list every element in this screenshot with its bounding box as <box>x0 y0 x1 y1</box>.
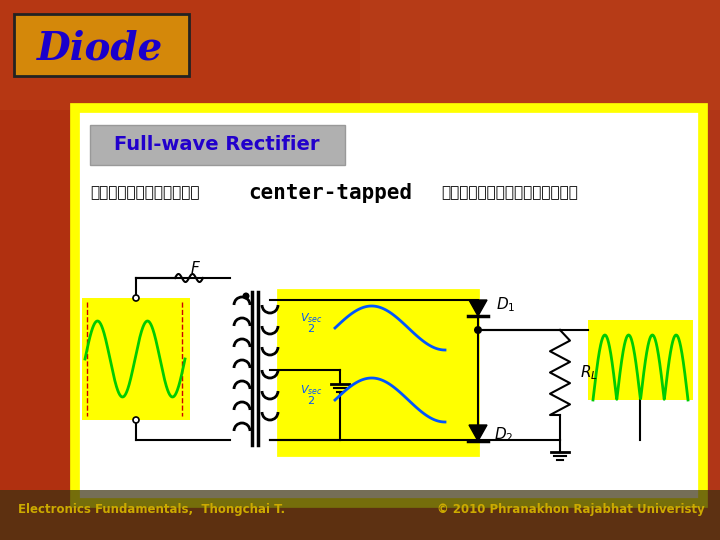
Bar <box>549 0 558 540</box>
Bar <box>441 0 450 540</box>
Bar <box>414 0 423 540</box>
Bar <box>639 0 648 540</box>
Polygon shape <box>469 425 487 441</box>
Text: © 2010 Phranakhon Rajabhat Univeristy: © 2010 Phranakhon Rajabhat Univeristy <box>437 503 705 516</box>
Bar <box>378 0 387 540</box>
Bar <box>675 0 684 540</box>
Text: center-tapped: center-tapped <box>248 183 412 203</box>
Bar <box>702 0 711 540</box>
Polygon shape <box>469 300 487 316</box>
Circle shape <box>133 295 139 301</box>
Bar <box>531 0 540 540</box>
Bar <box>495 0 504 540</box>
Text: Diode: Diode <box>37 29 163 67</box>
Bar <box>603 0 612 540</box>
Text: $F$: $F$ <box>189 260 200 276</box>
Bar <box>648 0 657 540</box>
Text: ใชหมอแปลงแบบ: ใชหมอแปลงแบบ <box>90 186 199 200</box>
Bar <box>576 0 585 540</box>
Text: และใชไดโอดสองตว: และใชไดโอดสองตว <box>441 186 578 200</box>
Bar <box>278 290 478 455</box>
Bar <box>90 125 345 165</box>
Bar <box>711 0 720 540</box>
Bar <box>657 0 666 540</box>
Bar <box>468 0 477 540</box>
Bar <box>684 0 693 540</box>
Bar <box>594 0 603 540</box>
Text: $R_L$: $R_L$ <box>580 363 598 382</box>
Text: $V_{sec}$: $V_{sec}$ <box>300 311 323 325</box>
Bar <box>513 0 522 540</box>
Bar <box>82 298 190 420</box>
Bar <box>567 0 576 540</box>
Bar <box>693 0 702 540</box>
Bar <box>75 108 703 503</box>
Text: $D_2$: $D_2$ <box>494 426 513 444</box>
Bar <box>459 0 468 540</box>
Bar <box>477 0 486 540</box>
Bar <box>558 0 567 540</box>
Bar <box>0 490 720 540</box>
Bar <box>369 0 378 540</box>
Bar <box>405 0 414 540</box>
Text: $2$: $2$ <box>307 322 315 334</box>
Bar <box>486 0 495 540</box>
Bar <box>396 0 405 540</box>
Bar <box>612 0 621 540</box>
Bar <box>504 0 513 540</box>
Bar <box>360 0 369 540</box>
Circle shape <box>243 293 250 300</box>
Bar <box>630 0 639 540</box>
Bar <box>0 0 720 110</box>
Bar <box>588 320 693 400</box>
Bar <box>450 0 459 540</box>
Bar <box>14 14 189 76</box>
Text: Full-wave Rectifier: Full-wave Rectifier <box>114 136 320 154</box>
Bar <box>540 0 549 540</box>
Bar <box>585 0 594 540</box>
Text: Electronics Fundamentals,  Thongchai T.: Electronics Fundamentals, Thongchai T. <box>18 503 285 516</box>
Text: $V_{sec}$: $V_{sec}$ <box>300 383 323 397</box>
Circle shape <box>474 326 482 334</box>
Bar <box>387 0 396 540</box>
Bar <box>522 0 531 540</box>
Bar <box>432 0 441 540</box>
Circle shape <box>133 417 139 423</box>
Bar <box>621 0 630 540</box>
Text: $D_1$: $D_1$ <box>496 296 516 314</box>
Text: $2$: $2$ <box>307 394 315 406</box>
Bar <box>666 0 675 540</box>
Bar <box>423 0 432 540</box>
